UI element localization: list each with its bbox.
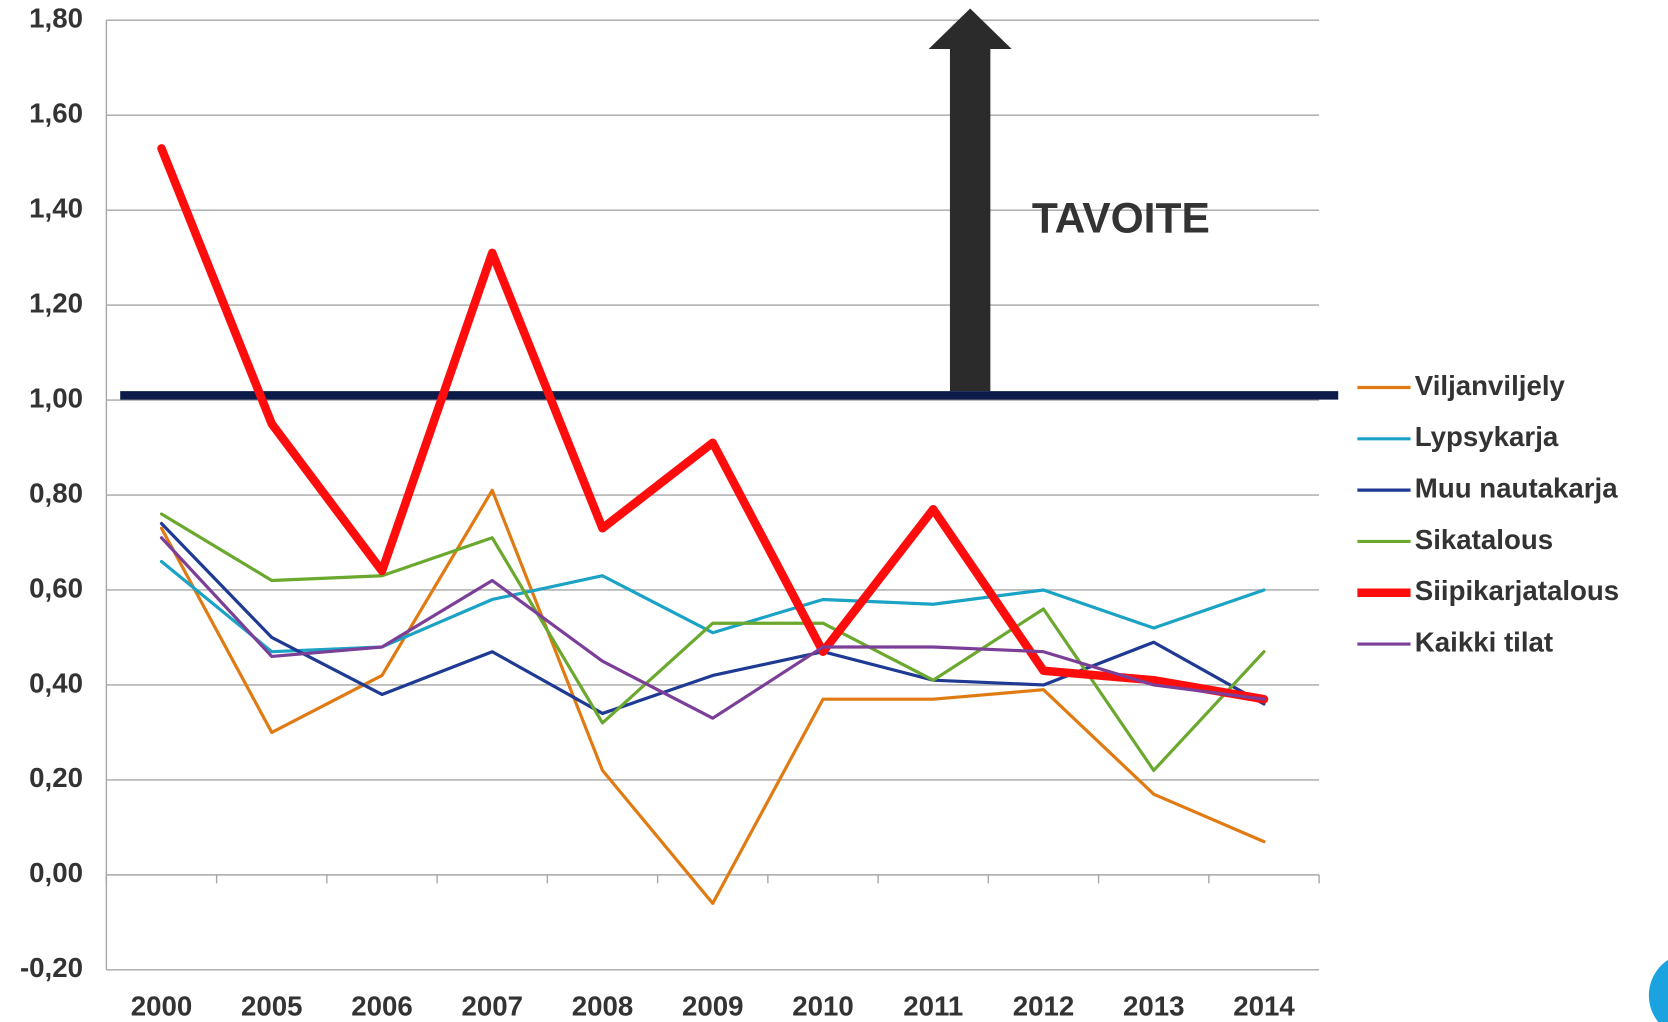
x-tick-label: 2007 [461, 990, 523, 1021]
x-tick-label: 2010 [792, 990, 854, 1021]
y-tick-label: 1,60 [29, 97, 83, 128]
y-tick-label: 0,20 [29, 762, 83, 793]
x-tick-label: 2008 [572, 990, 634, 1021]
series-line [157, 144, 1269, 704]
y-tick-label: 1,80 [29, 3, 83, 34]
legend-label: Kaikki tilat [1415, 626, 1553, 657]
y-tick-label: 0,80 [29, 477, 83, 508]
y-tick-label: 0,00 [29, 857, 83, 888]
x-tick-label: 2014 [1233, 990, 1295, 1021]
x-tick-label: 2000 [131, 990, 193, 1021]
corner-decoration [1648, 959, 1668, 1022]
y-tick-label: 0,60 [29, 572, 83, 603]
target-arrow [928, 8, 1012, 392]
y-tick-label: 1,40 [29, 192, 83, 223]
x-tick-label: 2013 [1123, 990, 1185, 1021]
x-tick-label: 2011 [903, 990, 963, 1021]
series-line [159, 512, 1266, 773]
series-line [159, 488, 1266, 905]
x-tick-label: 2006 [351, 990, 413, 1021]
y-tick-label: 1,20 [29, 287, 83, 318]
series-line [159, 536, 1266, 720]
legend-label: Muu nautakarja [1415, 472, 1618, 503]
legend-label: Lypsykarja [1415, 421, 1559, 452]
target-label: TAVOITE [1032, 195, 1210, 243]
x-tick-label: 2012 [1013, 990, 1075, 1021]
y-tick-label: 1,00 [29, 382, 83, 413]
legend-label: Sikatalous [1415, 524, 1553, 555]
series-line [159, 559, 1266, 654]
y-tick-label: 0,40 [29, 667, 83, 698]
legend-label: Siipikarjatalous [1415, 575, 1619, 606]
x-tick-label: 2009 [682, 990, 744, 1021]
x-tick-label: 2005 [241, 990, 303, 1021]
legend-label: Viljanviljely [1415, 370, 1566, 401]
y-tick-label: -0,20 [20, 952, 83, 983]
